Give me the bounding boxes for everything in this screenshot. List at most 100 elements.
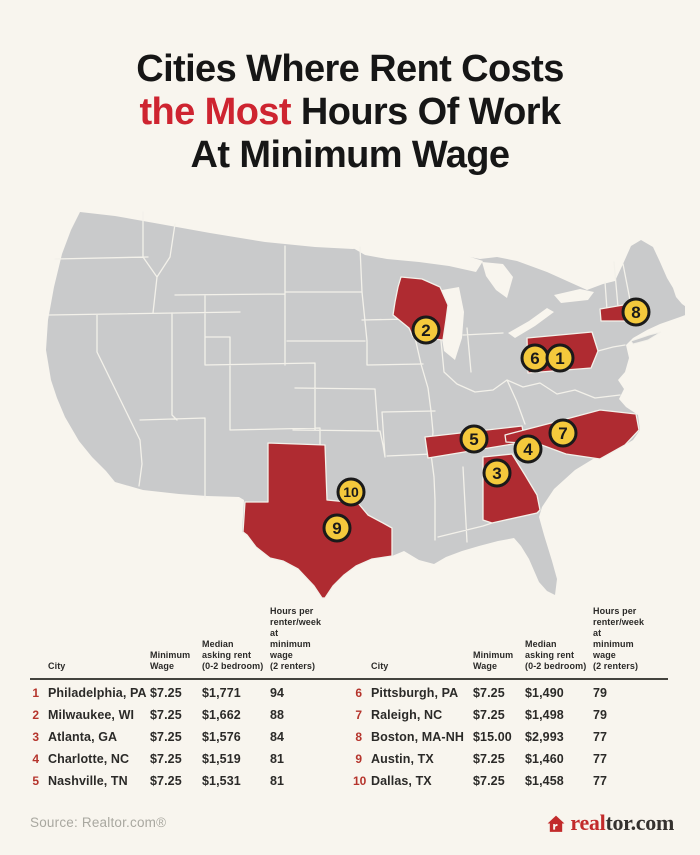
marker-circle xyxy=(459,424,489,454)
cell-rent: $2,993 xyxy=(525,730,564,744)
cell-hours: 81 xyxy=(270,774,285,788)
col-header-hours: Hours per renter/week at minimum wage (2… xyxy=(270,606,322,671)
cell-city: Nashville, TN xyxy=(48,774,128,788)
col-header-rent: Median asking rent (0-2 bedroom) xyxy=(525,639,587,671)
map-marker-8: 8 xyxy=(621,297,651,327)
cell-wage: $7.25 xyxy=(473,774,505,788)
map-marker-6: 6 xyxy=(520,343,550,373)
map-marker-10: 10 xyxy=(336,477,366,507)
marker-number: 8 xyxy=(631,303,640,322)
title-line-1: Cities Where Rent Costs xyxy=(136,48,564,90)
marker-circle xyxy=(336,477,366,507)
col-header-rank xyxy=(30,672,48,682)
marker-number: 7 xyxy=(558,424,567,443)
map-marker-5: 5 xyxy=(459,424,489,454)
title-highlight: the Most xyxy=(139,91,291,133)
cell-city: Austin, TX xyxy=(371,752,434,766)
col-header-hours: Hours per renter/week at minimum wage (2… xyxy=(593,606,645,671)
cell-wage: $7.25 xyxy=(150,708,182,722)
map-markers: 2 8 6 1 5 7 4 xyxy=(322,297,651,543)
marker-number: 1 xyxy=(555,349,564,368)
cell-rank: 4 xyxy=(32,752,39,766)
col-header-rank xyxy=(353,672,371,682)
lake-erie xyxy=(508,308,554,338)
great-lakes xyxy=(353,243,594,360)
cell-rank: 3 xyxy=(32,730,39,744)
cell-wage: $15.00 xyxy=(473,730,512,744)
map-marker-9: 9 xyxy=(322,513,352,543)
rank-table-left: City Minimum Wage Median asking rent (0-… xyxy=(30,606,321,792)
cell-rent: $1,771 xyxy=(202,686,241,700)
marker-circle xyxy=(482,458,512,488)
cell-rent: $1,460 xyxy=(525,752,564,766)
state-borders xyxy=(48,211,631,543)
cell-hours: 79 xyxy=(593,708,608,722)
title-line-2-rest: Hours Of Work xyxy=(290,91,561,133)
cell-rank: 9 xyxy=(355,752,362,766)
cell-rank: 1 xyxy=(32,686,39,700)
cell-city: Milwaukee, WI xyxy=(48,708,135,722)
cell-hours: 77 xyxy=(593,752,608,766)
cell-wage: $7.25 xyxy=(150,686,182,700)
rank-table-right: City Minimum Wage Median asking rent (0-… xyxy=(353,606,644,792)
marker-number: 6 xyxy=(530,349,539,368)
map-marker-4: 4 xyxy=(513,434,543,464)
col-header-wage: Minimum Wage xyxy=(150,650,191,671)
logo-text-real: real xyxy=(570,810,606,835)
lake-superior xyxy=(353,243,483,272)
cell-wage: $7.25 xyxy=(150,774,182,788)
map-marker-3: 3 xyxy=(482,458,512,488)
marker-circle xyxy=(513,434,543,464)
cell-rent: $1,531 xyxy=(202,774,241,788)
cell-rent: $1,458 xyxy=(525,774,564,788)
table-header-rule xyxy=(30,678,668,680)
marker-circle xyxy=(545,343,575,373)
col-header-wage: Minimum Wage xyxy=(473,650,514,671)
cell-city: Raleigh, NC xyxy=(371,708,443,722)
cell-rank: 10 xyxy=(353,774,367,788)
cell-rent: $1,519 xyxy=(202,752,241,766)
us-map: 2 8 6 1 5 7 4 xyxy=(46,211,685,599)
marker-number: 4 xyxy=(523,440,533,459)
cell-rent: $1,498 xyxy=(525,708,564,722)
marker-circle xyxy=(548,418,578,448)
marker-number: 9 xyxy=(332,519,341,538)
cell-rent: $1,490 xyxy=(525,686,564,700)
cell-hours: 77 xyxy=(593,774,608,788)
source-text: Source: Realtor.com® xyxy=(30,815,167,830)
marker-circle xyxy=(322,513,352,543)
cell-rent: $1,576 xyxy=(202,730,241,744)
cell-wage: $7.25 xyxy=(473,752,505,766)
marker-number: 5 xyxy=(469,430,478,449)
cell-hours: 88 xyxy=(270,708,285,722)
page-title: Cities Where Rent Costs the Most Hours O… xyxy=(0,48,700,177)
cell-hours: 84 xyxy=(270,730,285,744)
title-line-2: the Most Hours Of Work xyxy=(0,91,700,134)
cell-wage: $7.25 xyxy=(150,730,182,744)
lake-huron xyxy=(482,262,513,298)
logo-text-torcom: tor.com xyxy=(605,810,674,835)
cell-city: Dallas, TX xyxy=(371,774,432,788)
cell-rank: 7 xyxy=(355,708,362,722)
title-line-3: At Minimum Wage xyxy=(190,134,511,176)
cell-wage: $7.25 xyxy=(150,752,182,766)
map-marker-2: 2 xyxy=(411,315,441,345)
cell-hours: 94 xyxy=(270,686,285,700)
state-texas xyxy=(242,442,393,599)
realtor-logo: real tor.com xyxy=(547,810,674,836)
marker-circle xyxy=(621,297,651,327)
cell-city: Pittsburgh, PA xyxy=(371,686,459,700)
lake-ontario xyxy=(554,289,594,303)
cell-wage: $7.25 xyxy=(473,686,505,700)
map-marker-1: 1 xyxy=(545,343,575,373)
marker-number: 2 xyxy=(421,321,430,340)
marker-circle xyxy=(411,315,441,345)
col-header-city: City xyxy=(48,661,66,671)
cell-city: Charlotte, NC xyxy=(48,752,130,766)
house-icon xyxy=(547,815,565,832)
cell-rent: $1,662 xyxy=(202,708,241,722)
marker-number: 3 xyxy=(492,464,501,483)
cell-rank: 5 xyxy=(32,774,39,788)
cell-hours: 81 xyxy=(270,752,285,766)
